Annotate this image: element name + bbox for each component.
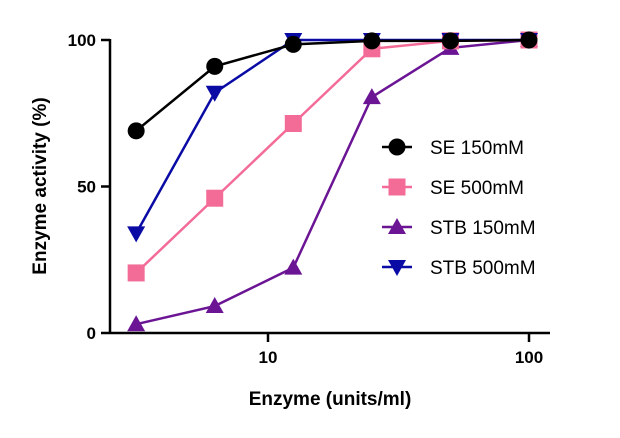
legend-label: STB 500mM bbox=[430, 258, 536, 279]
data-point bbox=[284, 115, 302, 133]
x-axis-label: Enzyme (units/ml) bbox=[249, 389, 412, 410]
legend-item: STB 500mM bbox=[382, 258, 536, 279]
data-point bbox=[205, 85, 224, 102]
series-line bbox=[135, 38, 530, 326]
data-point bbox=[206, 57, 224, 75]
x-tick-label: 10 bbox=[259, 348, 278, 367]
legend-item: STB 150mM bbox=[382, 218, 536, 239]
legend-label: SE 150mM bbox=[430, 138, 524, 159]
data-point bbox=[127, 315, 146, 332]
y-axis-label: Enzyme activity (%) bbox=[30, 97, 51, 274]
legend-marker bbox=[388, 178, 406, 196]
legend: SE 150mM SE 500mM STB 150mM STB 500mM bbox=[382, 138, 536, 279]
data-point bbox=[127, 264, 145, 282]
data-point bbox=[362, 88, 381, 105]
data-point bbox=[205, 297, 224, 314]
legend-label: STB 150mM bbox=[430, 218, 536, 239]
data-point bbox=[363, 32, 381, 50]
legend-marker bbox=[388, 260, 406, 276]
legend-item: SE 150mM bbox=[382, 138, 524, 159]
data-point bbox=[284, 35, 302, 53]
data-point bbox=[520, 31, 538, 49]
y-tick-label: 50 bbox=[77, 178, 96, 197]
y-tick-label: 0 bbox=[87, 324, 96, 343]
legend-item: SE 500mM bbox=[382, 178, 524, 199]
y-tick-label: 100 bbox=[68, 31, 96, 50]
legend-marker bbox=[388, 138, 406, 156]
legend-label: SE 500mM bbox=[430, 178, 524, 199]
series-line bbox=[135, 38, 530, 132]
x-tick-label: 100 bbox=[515, 348, 543, 367]
axes: 0 50 100 10 100 bbox=[68, 31, 550, 367]
data-point bbox=[441, 32, 459, 50]
data-point bbox=[127, 226, 146, 243]
series-group bbox=[127, 31, 538, 332]
data-point bbox=[284, 258, 303, 275]
data-point bbox=[127, 122, 145, 140]
series-line bbox=[135, 38, 529, 234]
series-se-150mm bbox=[127, 31, 538, 140]
data-point bbox=[206, 189, 224, 207]
legend-marker bbox=[388, 218, 406, 234]
